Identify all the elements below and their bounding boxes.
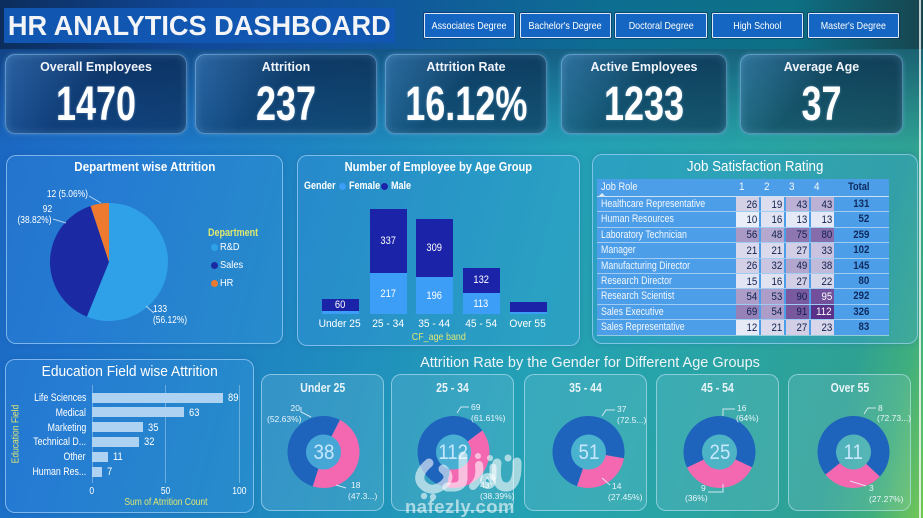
svg-text:nafezly.com: nafezly.com [405, 496, 515, 517]
